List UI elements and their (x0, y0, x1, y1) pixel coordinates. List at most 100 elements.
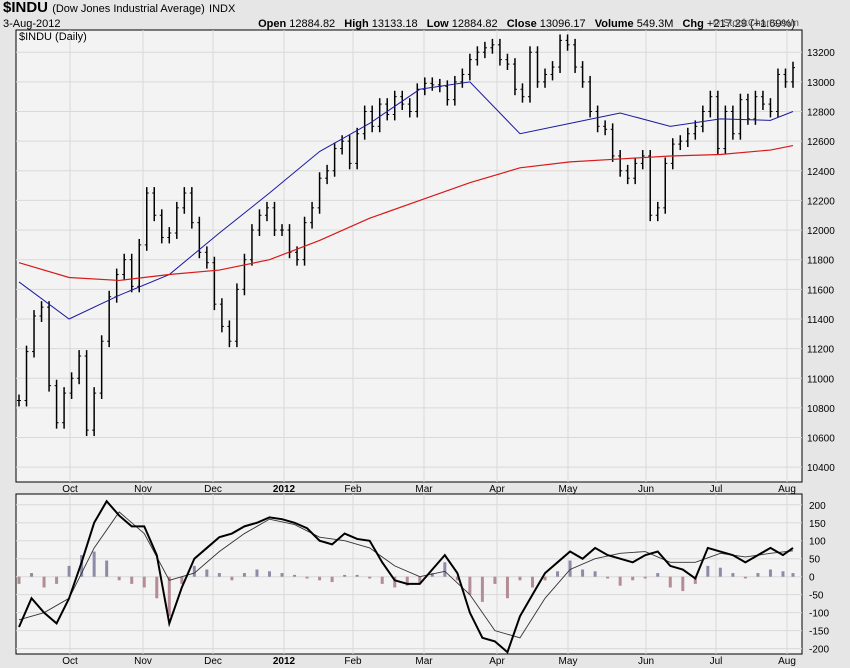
macd-histogram-bar (293, 574, 297, 577)
macd-histogram-bar (581, 569, 585, 577)
price-tick-label: 12000 (807, 226, 835, 237)
price-x-label: 2012 (273, 484, 296, 495)
macd-histogram-bar (405, 576, 409, 586)
macd-histogram-bar (768, 569, 772, 577)
macd-histogram-bar (267, 571, 271, 577)
macd-histogram-bar (217, 573, 221, 577)
chg-label: Chg (682, 18, 704, 30)
macd-histogram-bar (781, 571, 785, 577)
macd-histogram-bar (618, 576, 622, 586)
macd-x-label: Feb (344, 656, 362, 667)
price-tick-label: 11000 (807, 374, 835, 385)
macd-tick-label: -200 (809, 645, 829, 656)
volume-label: Volume (594, 18, 634, 30)
macd-histogram-bar (230, 576, 234, 581)
price-x-label: May (559, 484, 578, 495)
macd-histogram-bar (455, 576, 459, 581)
open-label: Open (258, 18, 287, 30)
macd-histogram-bar (30, 573, 34, 577)
close-value: 13096.17 (539, 18, 586, 30)
sma50-line (18, 81, 794, 320)
credit-label: © StockCharts.com (713, 18, 799, 29)
price-x-label: Jul (710, 484, 723, 495)
macd-tick-label: 200 (809, 501, 826, 512)
price-tick-label: 11400 (807, 315, 835, 326)
price-tick-label: 13200 (807, 48, 835, 59)
macd-histogram-bar (756, 573, 760, 577)
high-label: High (344, 18, 369, 30)
macd-histogram-bar (556, 571, 560, 577)
macd-histogram-bar (42, 576, 46, 588)
macd-histogram-bar (80, 555, 84, 577)
price-tick-label: 10800 (807, 404, 835, 415)
macd-histogram-bar (568, 560, 572, 577)
price-tick-label: 12200 (807, 196, 835, 207)
macd-histogram-bar (480, 576, 484, 602)
macd-x-label: Oct (62, 656, 78, 667)
macd-histogram-bar (105, 560, 109, 577)
macd-histogram-bar (155, 576, 159, 599)
price-tick-label: 11600 (807, 285, 835, 296)
price-x-label: Feb (344, 484, 362, 495)
macd-histogram-bar (418, 576, 422, 584)
price-x-label: Jun (638, 484, 654, 495)
ticker-description: (Dow Jones Industrial Average) (52, 3, 205, 15)
macd-x-label: Nov (134, 656, 152, 667)
macd-histogram-bar (593, 571, 597, 577)
volume-value: 549.3M (636, 18, 674, 30)
macd-histogram-bar (180, 576, 184, 584)
macd-histogram-bar (255, 569, 259, 577)
macd-histogram-bar (305, 576, 309, 579)
macd-histogram-bar (656, 573, 660, 577)
macd-histogram-bar (17, 576, 21, 584)
open-value: 12884.82 (289, 18, 336, 30)
macd-histogram-bar (142, 576, 146, 588)
macd-histogram-bar (468, 576, 472, 595)
ticker-symbol: $INDU (Dow Jones Industrial Average) IND… (3, 0, 235, 16)
price-x-label: Apr (489, 484, 505, 495)
ticker-label: $INDU (3, 0, 49, 16)
macd-histogram-bar (242, 573, 246, 577)
macd-histogram-bar (631, 576, 635, 581)
price-tick-label: 10600 (807, 434, 835, 445)
price-tick-label: 12800 (807, 108, 835, 119)
macd-histogram-bar (67, 565, 71, 577)
macd-histogram-bar (606, 576, 610, 579)
macd-tick-label: 50 (809, 555, 821, 566)
macd-histogram-bar (493, 576, 497, 584)
price-x-label: Nov (134, 484, 152, 495)
macd-x-label: Jun (638, 656, 654, 667)
macd-histogram-bar (167, 576, 171, 617)
macd-x-label: Apr (489, 656, 505, 667)
price-x-label: Oct (62, 484, 78, 495)
macd-histogram-bar (505, 576, 509, 599)
macd-histogram-bar (318, 576, 322, 581)
quote-summary: Open 12884.82 High 13133.18 Low 12884.82… (258, 18, 795, 30)
price-panel-label: $INDU (Daily) (19, 31, 87, 43)
price-tick-label: 11200 (807, 345, 835, 356)
macd-histogram-bar (693, 576, 697, 584)
sma200-line (18, 145, 794, 282)
macd-tick-label: -100 (809, 609, 829, 620)
price-x-label: Dec (204, 484, 222, 495)
macd-main-line (18, 499, 794, 654)
macd-panel (15, 493, 803, 655)
macd-histogram-bar (643, 576, 647, 579)
macd-histogram-bar (718, 567, 722, 577)
macd-x-label: Jul (710, 656, 723, 667)
macd-histogram-bar (681, 576, 685, 592)
macd-histogram-bar (530, 576, 534, 588)
macd-histogram-bar (668, 576, 672, 588)
macd-tick-label: 100 (809, 537, 826, 548)
macd-histogram-bar (443, 562, 447, 577)
macd-histogram-bar (92, 551, 96, 577)
macd-x-label: Dec (204, 656, 222, 667)
macd-histogram-bar (518, 576, 522, 581)
price-tick-label: 13000 (807, 78, 835, 89)
macd-histogram-bar (791, 573, 795, 577)
macd-histogram-bar (743, 576, 747, 579)
macd-x-label: Aug (778, 656, 796, 667)
macd-histogram-bar (205, 569, 209, 577)
macd-histogram-bar (368, 576, 372, 579)
